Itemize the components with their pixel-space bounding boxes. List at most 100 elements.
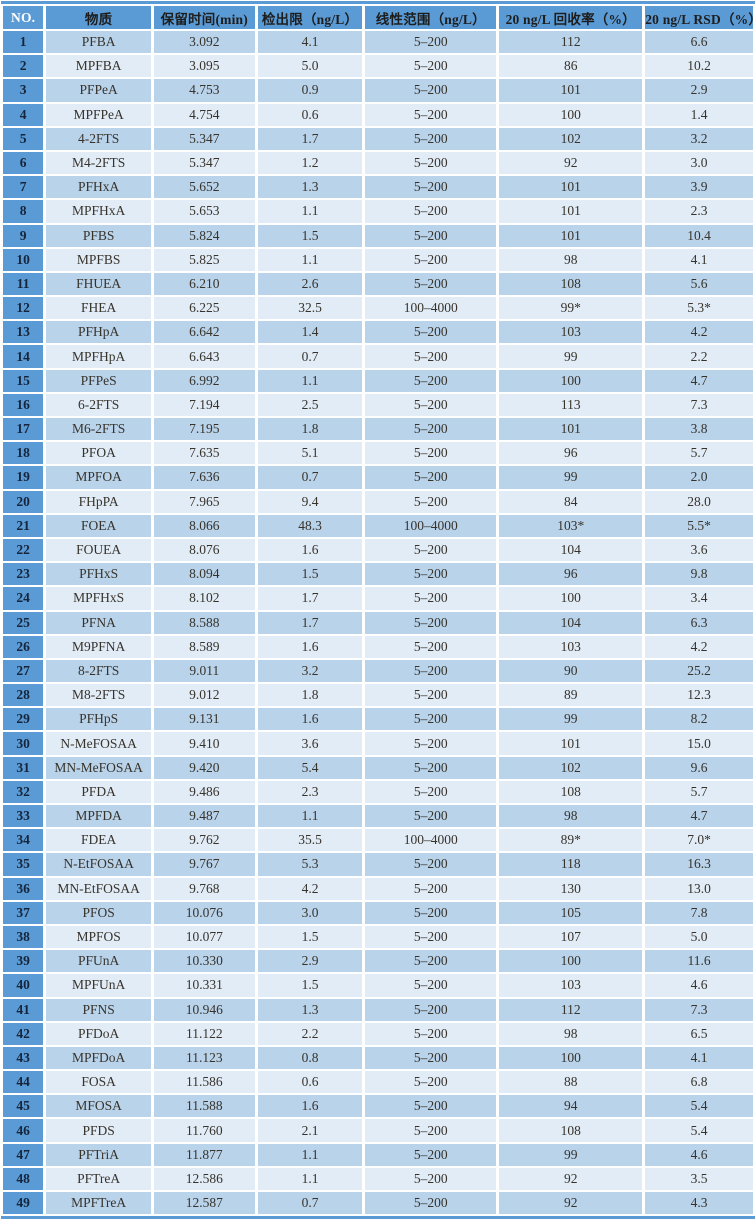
cell-linear-range: 5–200 bbox=[365, 635, 497, 658]
table-top-border bbox=[1, 1, 755, 4]
cell-retention-time: 8.102 bbox=[153, 587, 255, 610]
cell-substance: MPFBS bbox=[46, 248, 151, 271]
table-row: 42 PFDoA 11.122 2.2 5–200 98 6.5 bbox=[3, 1022, 753, 1045]
cell-linear-range: 5–200 bbox=[365, 805, 497, 828]
cell-linear-range: 5–200 bbox=[365, 708, 497, 731]
cell-detection-limit: 3.2 bbox=[257, 659, 363, 683]
cell-linear-range: 5–200 bbox=[365, 418, 497, 441]
cell-no: 41 bbox=[3, 998, 44, 1021]
cell-linear-range: 100–4000 bbox=[365, 514, 497, 537]
cell-recovery: 101 bbox=[499, 732, 643, 755]
cell-no: 34 bbox=[3, 829, 44, 852]
column-header-rsd: 20 ng/L RSD（%） bbox=[645, 6, 753, 29]
cell-retention-time: 8.588 bbox=[153, 611, 255, 634]
cell-detection-limit: 0.7 bbox=[257, 1192, 363, 1215]
cell-retention-time: 6.225 bbox=[153, 297, 255, 320]
cell-recovery: 99 bbox=[499, 345, 643, 368]
cell-substance: M8-2FTS bbox=[46, 684, 151, 707]
cell-substance: PFOA bbox=[46, 442, 151, 465]
cell-linear-range: 5–200 bbox=[365, 998, 497, 1021]
cell-rsd: 5.4 bbox=[645, 1119, 753, 1142]
cell-rsd: 28.0 bbox=[645, 490, 753, 513]
cell-no: 37 bbox=[3, 901, 44, 924]
cell-linear-range: 5–200 bbox=[365, 1119, 497, 1142]
cell-linear-range: 5–200 bbox=[365, 393, 497, 416]
cell-recovery: 99 bbox=[499, 1143, 643, 1166]
table-row: 16 6-2FTS 7.194 2.5 5–200 113 7.3 bbox=[3, 393, 753, 416]
cell-rsd: 4.3 bbox=[645, 1192, 753, 1215]
cell-substance: FOSA bbox=[46, 1071, 151, 1094]
cell-rsd: 13.0 bbox=[645, 877, 753, 900]
cell-retention-time: 9.131 bbox=[153, 708, 255, 731]
cell-no: 11 bbox=[3, 272, 44, 296]
cell-substance: FOUEA bbox=[46, 538, 151, 562]
cell-linear-range: 5–200 bbox=[365, 1095, 497, 1118]
cell-rsd: 7.3 bbox=[645, 998, 753, 1021]
cell-no: 14 bbox=[3, 345, 44, 368]
cell-no: 16 bbox=[3, 393, 44, 416]
cell-retention-time: 11.760 bbox=[153, 1119, 255, 1142]
table-row: 13 PFHpA 6.642 1.4 5–200 103 4.2 bbox=[3, 321, 753, 344]
cell-detection-limit: 1.5 bbox=[257, 563, 363, 586]
table-row: 6 M4-2FTS 5.347 1.2 5–200 92 3.0 bbox=[3, 151, 753, 175]
cell-linear-range: 5–200 bbox=[365, 248, 497, 271]
cell-detection-limit: 0.7 bbox=[257, 345, 363, 368]
cell-retention-time: 10.330 bbox=[153, 950, 255, 973]
cell-retention-time: 9.762 bbox=[153, 829, 255, 852]
cell-substance: MPFDoA bbox=[46, 1046, 151, 1070]
cell-rsd: 6.6 bbox=[645, 31, 753, 54]
cell-rsd: 2.3 bbox=[645, 200, 753, 223]
cell-no: 2 bbox=[3, 55, 44, 78]
cell-substance: MPFHxS bbox=[46, 587, 151, 610]
cell-no: 18 bbox=[3, 442, 44, 465]
cell-recovery: 112 bbox=[499, 31, 643, 54]
cell-substance: PFNA bbox=[46, 611, 151, 634]
cell-linear-range: 5–200 bbox=[365, 31, 497, 54]
cell-rsd: 3.2 bbox=[645, 127, 753, 150]
cell-linear-range: 5–200 bbox=[365, 1022, 497, 1045]
cell-recovery: 107 bbox=[499, 925, 643, 949]
table-row: 9 PFBS 5.824 1.5 5–200 101 10.4 bbox=[3, 224, 753, 247]
cell-no: 40 bbox=[3, 974, 44, 997]
cell-no: 29 bbox=[3, 708, 44, 731]
cell-recovery: 89* bbox=[499, 829, 643, 852]
cell-recovery: 103 bbox=[499, 974, 643, 997]
cell-rsd: 4.7 bbox=[645, 369, 753, 392]
cell-detection-limit: 1.7 bbox=[257, 127, 363, 150]
cell-retention-time: 11.122 bbox=[153, 1022, 255, 1045]
cell-rsd: 4.2 bbox=[645, 321, 753, 344]
table-row: 30 N-MeFOSAA 9.410 3.6 5–200 101 15.0 bbox=[3, 732, 753, 755]
cell-retention-time: 7.636 bbox=[153, 466, 255, 489]
cell-retention-time: 3.092 bbox=[153, 31, 255, 54]
cell-linear-range: 5–200 bbox=[365, 587, 497, 610]
header-row: NO. 物质 保留时间(min) 检出限（ng/L） 线性范围（ng/L） 20 ng/L… bbox=[3, 6, 753, 29]
cell-linear-range: 5–200 bbox=[365, 974, 497, 997]
cell-recovery: 101 bbox=[499, 224, 643, 247]
cell-detection-limit: 2.9 bbox=[257, 950, 363, 973]
table-row: 7 PFHxA 5.652 1.3 5–200 101 3.9 bbox=[3, 176, 753, 199]
cell-no: 22 bbox=[3, 538, 44, 562]
cell-detection-limit: 1.8 bbox=[257, 684, 363, 707]
cell-retention-time: 12.586 bbox=[153, 1167, 255, 1190]
cell-retention-time: 9.410 bbox=[153, 732, 255, 755]
cell-no: 20 bbox=[3, 490, 44, 513]
cell-rsd: 7.8 bbox=[645, 901, 753, 924]
cell-recovery: 101 bbox=[499, 418, 643, 441]
column-header-recovery: 20 ng/L 回收率（%） bbox=[499, 6, 643, 29]
cell-substance: MPFTreA bbox=[46, 1192, 151, 1215]
cell-no: 48 bbox=[3, 1167, 44, 1190]
table-row: 20 FHpPA 7.965 9.4 5–200 84 28.0 bbox=[3, 490, 753, 513]
cell-no: 26 bbox=[3, 635, 44, 658]
cell-retention-time: 11.877 bbox=[153, 1143, 255, 1166]
cell-recovery: 99 bbox=[499, 708, 643, 731]
cell-substance: PFUnA bbox=[46, 950, 151, 973]
table-body: 1 PFBA 3.092 4.1 5–200 112 6.6 2 MPFBA 3.095 5.0 5–… bbox=[3, 31, 753, 1215]
cell-retention-time: 11.588 bbox=[153, 1095, 255, 1118]
cell-detection-limit: 48.3 bbox=[257, 514, 363, 537]
cell-substance: PFDS bbox=[46, 1119, 151, 1142]
cell-rsd: 7.0* bbox=[645, 829, 753, 852]
cell-rsd: 4.7 bbox=[645, 805, 753, 828]
cell-substance: PFTriA bbox=[46, 1143, 151, 1166]
cell-substance: 4-2FTS bbox=[46, 127, 151, 150]
cell-no: 43 bbox=[3, 1046, 44, 1070]
